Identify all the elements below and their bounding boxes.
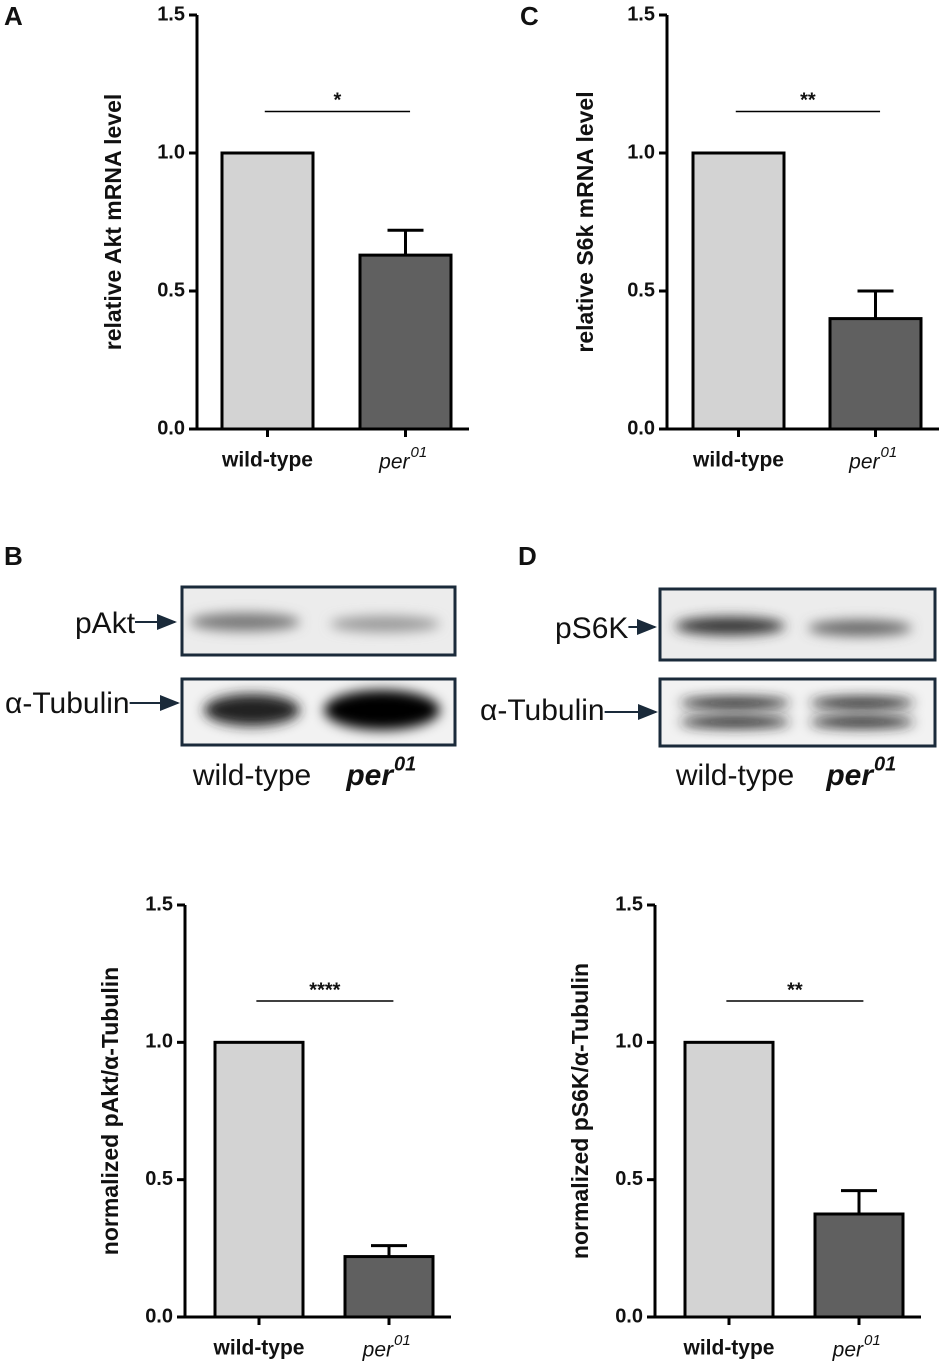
bar: [828, 317, 923, 431]
significance-label: ****: [309, 979, 340, 1001]
blot-row-label: α-Tubulin: [480, 694, 605, 727]
bar: [691, 151, 786, 431]
blot-row-label: pS6K: [555, 612, 628, 645]
blot-lane-label: wild-type: [675, 759, 794, 792]
panel-label: A: [4, 1, 23, 31]
y-tick-label: 0.5: [145, 1168, 173, 1190]
y-tick-label: 1.5: [157, 3, 185, 25]
y-tick-label: 1.5: [145, 893, 173, 915]
x-tick-label: per: [362, 1339, 394, 1362]
blot-frame: [658, 677, 937, 748]
blot-row-label: α-Tubulin: [5, 687, 130, 720]
x-tick-label: wild-type: [221, 449, 313, 472]
panel-label: D: [518, 541, 537, 571]
y-tick-label: 1.5: [627, 3, 655, 25]
x-tick-label: wild-type: [692, 449, 784, 472]
panel-label: B: [4, 541, 23, 571]
y-axis-label: normalized pS6K/α-Tubulin: [567, 963, 593, 1259]
significance-label: **: [800, 90, 816, 112]
blot-lane-label: per: [825, 759, 875, 792]
x-tick-superscript: 01: [881, 444, 898, 461]
y-tick-label: 1.0: [615, 1031, 643, 1053]
blot-band: [324, 690, 440, 730]
x-tick-label: per: [832, 1339, 864, 1362]
bar: [683, 1040, 775, 1319]
blot-lane-label: wild-type: [192, 759, 311, 792]
bar: [813, 1212, 905, 1319]
blot-band: [204, 694, 300, 726]
y-tick-label: 0.0: [627, 417, 655, 439]
y-tick-label: 0.0: [157, 417, 185, 439]
blot-band: [810, 716, 914, 728]
significance-label: *: [334, 90, 342, 112]
blot-lane-label: per: [345, 759, 395, 792]
y-tick-label: 1.5: [615, 893, 643, 915]
x-tick-label: wild-type: [212, 1337, 304, 1360]
y-tick-label: 0.5: [157, 279, 185, 301]
y-tick-label: 1.0: [627, 141, 655, 163]
blot-lane-superscript: 01: [394, 753, 416, 775]
y-axis-label: normalized pAkt/α-Tubulin: [97, 967, 123, 1255]
bar: [220, 151, 315, 431]
y-tick-label: 0.0: [615, 1305, 643, 1327]
y-tick-label: 0.0: [145, 1305, 173, 1327]
y-tick-label: 1.0: [145, 1031, 173, 1053]
blot-band: [808, 620, 912, 636]
blot-band: [675, 617, 785, 635]
y-tick-label: 0.5: [615, 1168, 643, 1190]
bar: [358, 253, 453, 431]
x-tick-label: per: [378, 451, 410, 474]
x-tick-label: per: [848, 451, 880, 474]
significance-label: **: [787, 979, 803, 1001]
blot-lane-superscript: 01: [874, 753, 896, 775]
blot-band: [330, 616, 440, 632]
y-tick-label: 1.0: [157, 141, 185, 163]
blot-row-label: pAkt: [75, 607, 136, 640]
y-axis-label: relative Akt mRNA level: [100, 94, 126, 351]
bar: [213, 1040, 305, 1319]
x-tick-label: wild-type: [682, 1337, 774, 1360]
x-tick-superscript: 01: [411, 444, 428, 461]
x-tick-superscript: 01: [864, 1332, 881, 1349]
panel-label: C: [520, 1, 539, 31]
blot-band: [680, 697, 790, 709]
y-tick-label: 0.5: [627, 279, 655, 301]
bar: [343, 1255, 435, 1319]
blot-band: [680, 716, 790, 728]
blot-band: [810, 697, 914, 709]
blot-band: [190, 613, 300, 631]
y-axis-label: relative S6k mRNA level: [572, 91, 598, 352]
x-tick-superscript: 01: [394, 1332, 411, 1349]
